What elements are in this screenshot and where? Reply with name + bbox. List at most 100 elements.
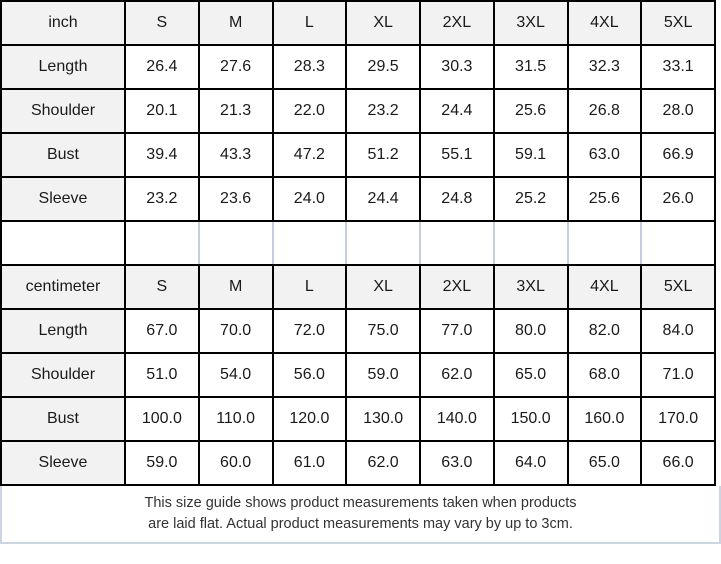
size-col-header: S [124, 264, 200, 310]
cell: 25.6 [566, 176, 643, 222]
size-chart-table: inch S M L XL 2XL 3XL 4XL 5XL Length 26.… [0, 0, 716, 486]
cell: 71.0 [640, 352, 716, 398]
cell: 59.0 [124, 440, 200, 486]
note-line-1: This size guide shows product measuremen… [144, 494, 577, 511]
spacer-cell [0, 220, 126, 266]
cell: 24.8 [419, 176, 495, 222]
measure-label: Sleeve [0, 176, 126, 222]
cell: 33.1 [640, 44, 716, 90]
measure-label: Length [0, 44, 126, 90]
size-col-header: L [271, 264, 348, 310]
measure-label: Sleeve [0, 440, 126, 486]
cell: 59.1 [492, 132, 569, 178]
spacer-row [0, 220, 716, 266]
cell: 32.3 [566, 44, 643, 90]
cell: 130.0 [345, 396, 421, 442]
table-row: Shoulder 51.0 54.0 56.0 59.0 62.0 65.0 6… [0, 352, 716, 398]
size-col-header: XL [345, 0, 421, 46]
cell: 100.0 [124, 396, 200, 442]
table-row: Length 67.0 70.0 72.0 75.0 77.0 80.0 82.… [0, 308, 716, 354]
cell: 170.0 [640, 396, 716, 442]
table-row: Shoulder 20.1 21.3 22.0 23.2 24.4 25.6 2… [0, 88, 716, 134]
cell: 62.0 [419, 352, 495, 398]
size-col-header: 3XL [492, 264, 569, 310]
table-row: Bust 39.4 43.3 47.2 51.2 55.1 59.1 63.0 … [0, 132, 716, 178]
size-col-header: S [124, 0, 200, 46]
cell: 77.0 [419, 308, 495, 354]
unit-label-inch: inch [0, 0, 126, 46]
spacer-cell [124, 220, 200, 266]
cell: 75.0 [345, 308, 421, 354]
cell: 63.0 [419, 440, 495, 486]
cell: 84.0 [640, 308, 716, 354]
cell: 25.6 [492, 88, 569, 134]
cell: 54.0 [197, 352, 274, 398]
cell: 80.0 [492, 308, 569, 354]
spacer-cell [345, 220, 421, 266]
size-col-header: 3XL [492, 0, 569, 46]
note-line-2: are laid flat. Actual product measuremen… [148, 516, 573, 532]
cell: 26.4 [124, 44, 200, 90]
table-row: Bust 100.0 110.0 120.0 130.0 140.0 150.0… [0, 396, 716, 442]
cell: 27.6 [197, 44, 274, 90]
cell: 24.4 [419, 88, 495, 134]
cell: 26.8 [566, 88, 643, 134]
table-row: Length 26.4 27.6 28.3 29.5 30.3 31.5 32.… [0, 44, 716, 90]
size-col-header: XL [345, 264, 421, 310]
cell: 22.0 [271, 88, 348, 134]
measure-label: Length [0, 308, 126, 354]
table-row: Sleeve 23.2 23.6 24.0 24.4 24.8 25.2 25.… [0, 176, 716, 222]
cell: 56.0 [271, 352, 348, 398]
cell: 120.0 [271, 396, 348, 442]
cell: 67.0 [124, 308, 200, 354]
cell: 59.0 [345, 352, 421, 398]
cell: 68.0 [566, 352, 643, 398]
cell: 66.9 [640, 132, 716, 178]
cell: 24.0 [271, 176, 348, 222]
size-col-header: 2XL [419, 0, 495, 46]
size-col-header: 5XL [640, 264, 716, 310]
cell: 55.1 [419, 132, 495, 178]
cell: 31.5 [492, 44, 569, 90]
cell: 30.3 [419, 44, 495, 90]
cell: 25.2 [492, 176, 569, 222]
size-col-header: 4XL [566, 0, 643, 46]
cell: 26.0 [640, 176, 716, 222]
cell: 29.5 [345, 44, 421, 90]
cell: 72.0 [271, 308, 348, 354]
spacer-cell [197, 220, 274, 266]
spacer-cell [271, 220, 348, 266]
cell: 21.3 [197, 88, 274, 134]
measure-label: Bust [0, 132, 126, 178]
spacer-cell [640, 220, 716, 266]
cell: 43.3 [197, 132, 274, 178]
cell: 51.2 [345, 132, 421, 178]
cell: 28.3 [271, 44, 348, 90]
table-row: Sleeve 59.0 60.0 61.0 62.0 63.0 64.0 65.… [0, 440, 716, 486]
cell: 66.0 [640, 440, 716, 486]
cell: 140.0 [419, 396, 495, 442]
cell: 65.0 [566, 440, 643, 486]
size-col-header: L [271, 0, 348, 46]
cell: 60.0 [197, 440, 274, 486]
cell: 64.0 [492, 440, 569, 486]
cell: 150.0 [492, 396, 569, 442]
measure-label: Bust [0, 396, 126, 442]
spacer-cell [566, 220, 643, 266]
spacer-cell [419, 220, 495, 266]
cell: 160.0 [566, 396, 643, 442]
size-col-header: M [197, 0, 274, 46]
cell: 28.0 [640, 88, 716, 134]
cell: 23.2 [345, 88, 421, 134]
size-col-header: 4XL [566, 264, 643, 310]
size-col-header: 2XL [419, 264, 495, 310]
cell: 20.1 [124, 88, 200, 134]
size-guide-note: This size guide shows product measuremen… [0, 486, 721, 544]
cell: 23.2 [124, 176, 200, 222]
cell: 51.0 [124, 352, 200, 398]
cell: 82.0 [566, 308, 643, 354]
cell: 63.0 [566, 132, 643, 178]
cell: 61.0 [271, 440, 348, 486]
cell: 70.0 [197, 308, 274, 354]
